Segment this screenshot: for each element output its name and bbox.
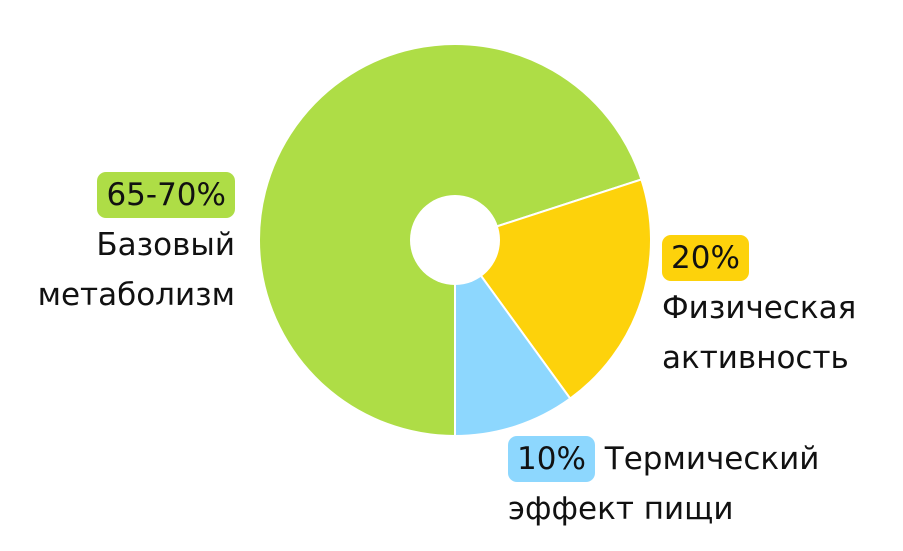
value-label: 20% <box>662 235 749 281</box>
pie-slice <box>454 236 572 438</box>
label-group: 10% Термический эффект пищи <box>508 434 838 534</box>
pie-slice <box>453 178 652 400</box>
value-label: 10% <box>508 436 595 482</box>
value-label: 65-70% <box>97 172 235 218</box>
category-label: Физическая активность <box>662 290 857 376</box>
label-group: 65-70% Базовый метаболизм <box>0 170 235 320</box>
label-group: 20% Физическая активность <box>662 233 892 383</box>
donut-hole <box>410 195 500 285</box>
category-label: Базовый метаболизм <box>37 227 235 313</box>
category-label: Термический эффект пищи <box>508 441 820 527</box>
